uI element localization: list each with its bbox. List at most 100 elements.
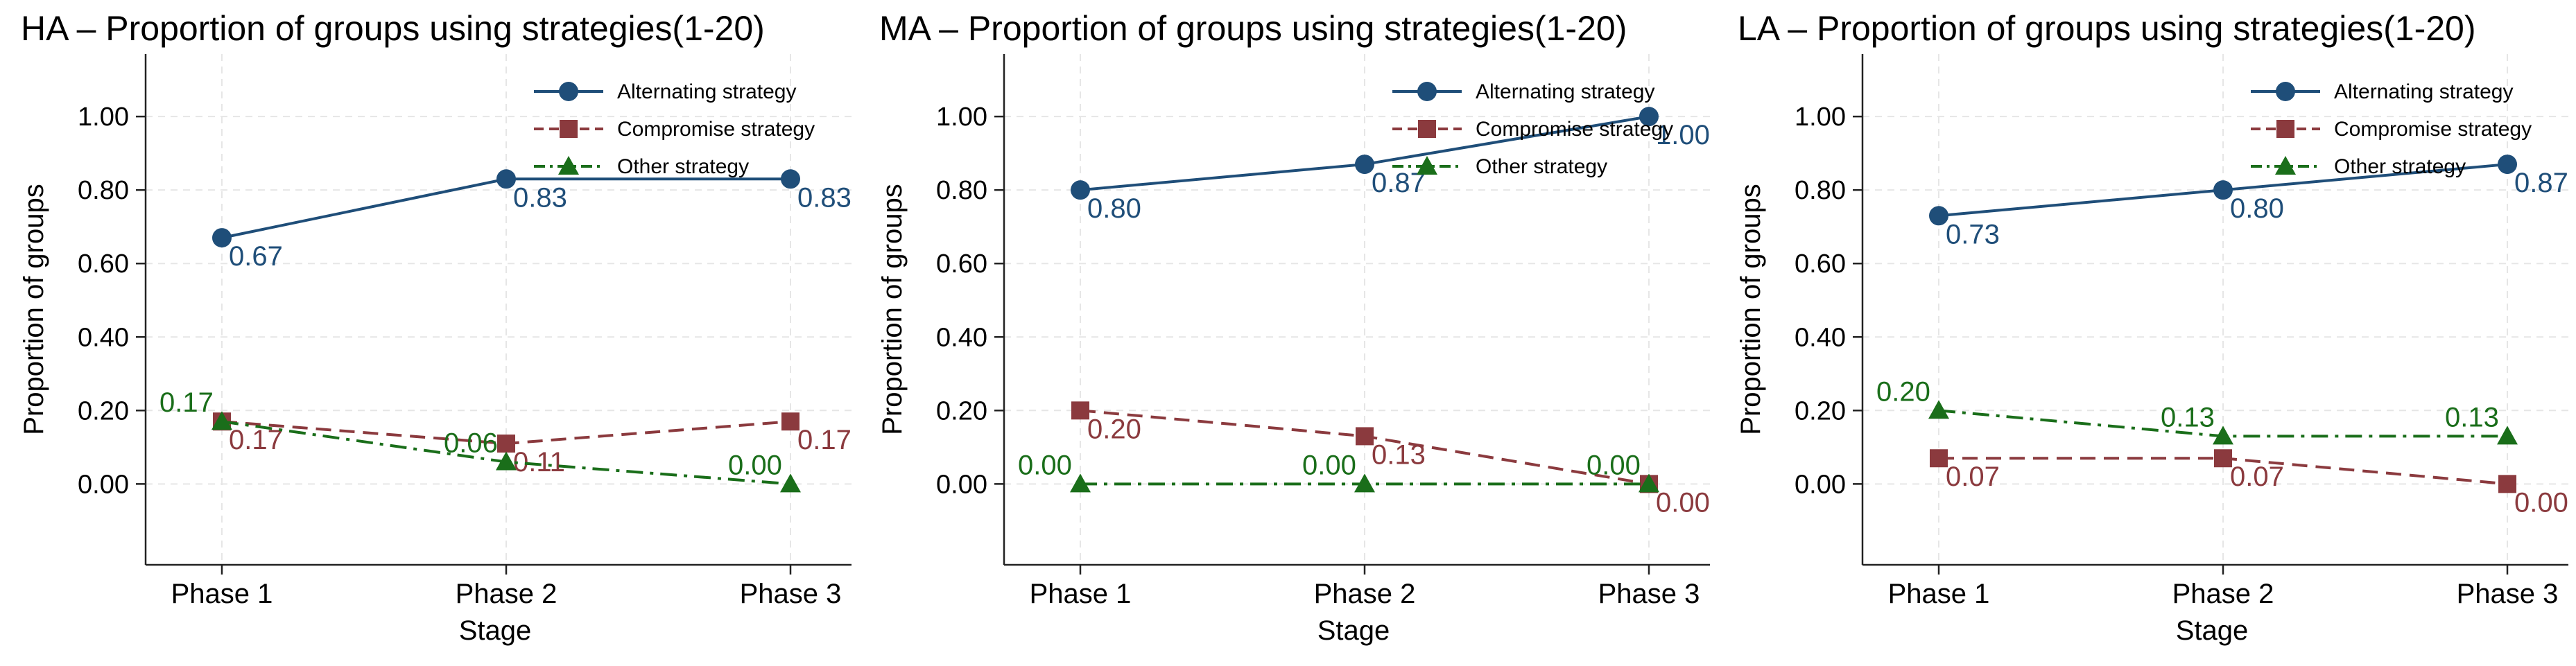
data-label-compromise: 0.07 [1946,462,2000,492]
y-tick-label: 0.80 [936,176,987,205]
x-axis-label: Stage [2176,615,2249,646]
x-tick-label: Phase 2 [2172,579,2274,609]
chart-title: MA – Proportion of groups using strategi… [879,9,1627,48]
data-point-compromise [781,412,799,431]
y-tick-label: 0.40 [78,323,129,352]
x-tick-label: Phase 1 [1888,579,1990,609]
series-other: 0.00 0.00 0.00 [1018,450,1659,493]
chart-title: LA – Proportion of groups using strategi… [1738,9,2476,48]
data-label-other: 0.00 [1587,450,1641,480]
y-tick-label: 0.80 [78,176,129,205]
data-point-compromise [1071,401,1089,420]
x-tick-label: Phase 1 [1030,579,1132,609]
data-point-compromise [2214,449,2232,468]
data-point-other [1639,473,1659,493]
data-point-alternating [1639,107,1659,127]
data-point-other [780,473,801,493]
y-tick-label: 1.00 [936,103,987,132]
data-label-alternating: 0.83 [513,182,567,213]
series-compromise: 0.07 0.07 0.00 [1930,449,2568,518]
y-tick-label: 1.00 [78,103,129,132]
data-point-alternating [1071,180,1090,200]
data-label-other: 0.00 [1018,450,1072,480]
data-point-alternating [1355,155,1374,175]
x-tick-label: Phase 2 [456,579,557,609]
legend: Alternating strategy Compromise strategy O… [1392,80,1673,178]
legend-label-other: Other strategy [1476,155,1607,178]
data-label-alternating: 0.73 [1946,219,2000,249]
legend-marker-alternating [559,82,578,101]
legend-marker-other [1417,156,1437,175]
legend-marker-compromise [2276,120,2294,138]
data-label-other: 0.20 [1876,376,1930,407]
data-label-other: 0.06 [444,428,498,459]
legend-marker-compromise [1418,120,1436,138]
y-tick-label: 0.00 [78,470,129,499]
legend-label-compromise: Compromise strategy [617,118,815,141]
data-label-compromise: 0.11 [513,447,565,477]
data-label-other: 0.17 [159,387,214,418]
chart-title: HA – Proportion of groups using strategi… [21,9,765,48]
x-tick-label: Phase 3 [2457,579,2559,609]
series-compromise: 0.20 0.13 0.00 [1071,401,1710,518]
chart-panel-la: LA – Proportion of groups using strategi… [1736,9,2568,646]
data-label-other: 0.00 [728,450,782,480]
series-other: 0.20 0.13 0.13 [1876,376,2518,445]
legend-marker-alternating [2276,82,2295,101]
data-point-other [1354,473,1375,493]
data-label-compromise: 0.17 [229,425,283,455]
data-label-compromise: 0.13 [1372,439,1426,470]
data-label-compromise: 0.17 [797,425,852,455]
series-other: 0.17 0.06 0.00 [159,387,801,493]
y-tick-label: 0.40 [936,323,987,352]
y-tick-label: 1.00 [1795,103,1846,132]
x-tick-label: Phase 3 [740,579,842,609]
series-alternating: 0.67 0.83 0.83 [212,169,852,272]
legend-marker-alternating [1417,82,1437,101]
data-point-other [496,451,517,471]
data-label-alternating: 0.87 [2514,168,2568,198]
data-point-compromise [2498,475,2516,493]
y-tick-label: 0.20 [936,396,987,426]
data-point-alternating [2498,155,2517,175]
y-tick-label: 0.20 [78,396,129,426]
legend-marker-compromise [560,120,578,138]
y-tick-label: 0.00 [936,470,987,499]
data-label-compromise: 0.07 [2230,462,2284,492]
data-point-alternating [212,228,232,248]
x-tick-label: Phase 2 [1314,579,1416,609]
legend-marker-other [558,156,579,175]
data-label-other: 0.00 [1302,450,1356,480]
data-point-alternating [496,169,516,189]
legend: Alternating strategy Compromise strategy O… [534,80,815,178]
chart-panel-ma: MA – Proportion of groups using strategi… [877,9,1710,646]
x-axis-label: Stage [1317,615,1390,646]
y-tick-label: 0.00 [1795,470,1846,499]
y-tick-label: 0.80 [1795,176,1846,205]
data-point-compromise [1356,427,1374,446]
data-point-other [2213,426,2233,445]
data-label-alternating: 0.87 [1372,168,1426,198]
y-tick-label: 0.60 [78,249,129,279]
data-label-compromise: 0.00 [1656,487,1710,518]
chart-panel-ha: HA – Proportion of groups using strategi… [19,9,852,646]
data-label-alternating: 0.83 [797,182,852,213]
gridlines [1862,54,2568,565]
y-axis-label: Proportion of groups [877,184,908,435]
data-point-alternating [2213,180,2233,200]
legend-label-alternating: Alternating strategy [1476,80,1654,103]
x-tick-label: Phase 1 [171,579,273,609]
series-alternating: 0.80 0.87 1.00 [1071,107,1710,224]
data-label-compromise: 0.20 [1087,414,1141,444]
data-label-other: 0.13 [2445,402,2499,432]
y-tick-label: 0.60 [1795,249,1846,279]
legend-label-other: Other strategy [617,155,749,178]
x-tick-label: Phase 3 [1598,579,1700,609]
data-label-other: 0.13 [2161,402,2215,432]
data-point-other [1928,400,1949,419]
data-point-other [2497,426,2518,445]
series-alternating: 0.73 0.80 0.87 [1929,155,2568,249]
y-tick-label: 0.20 [1795,396,1846,426]
legend-label-alternating: Alternating strategy [2334,80,2513,103]
